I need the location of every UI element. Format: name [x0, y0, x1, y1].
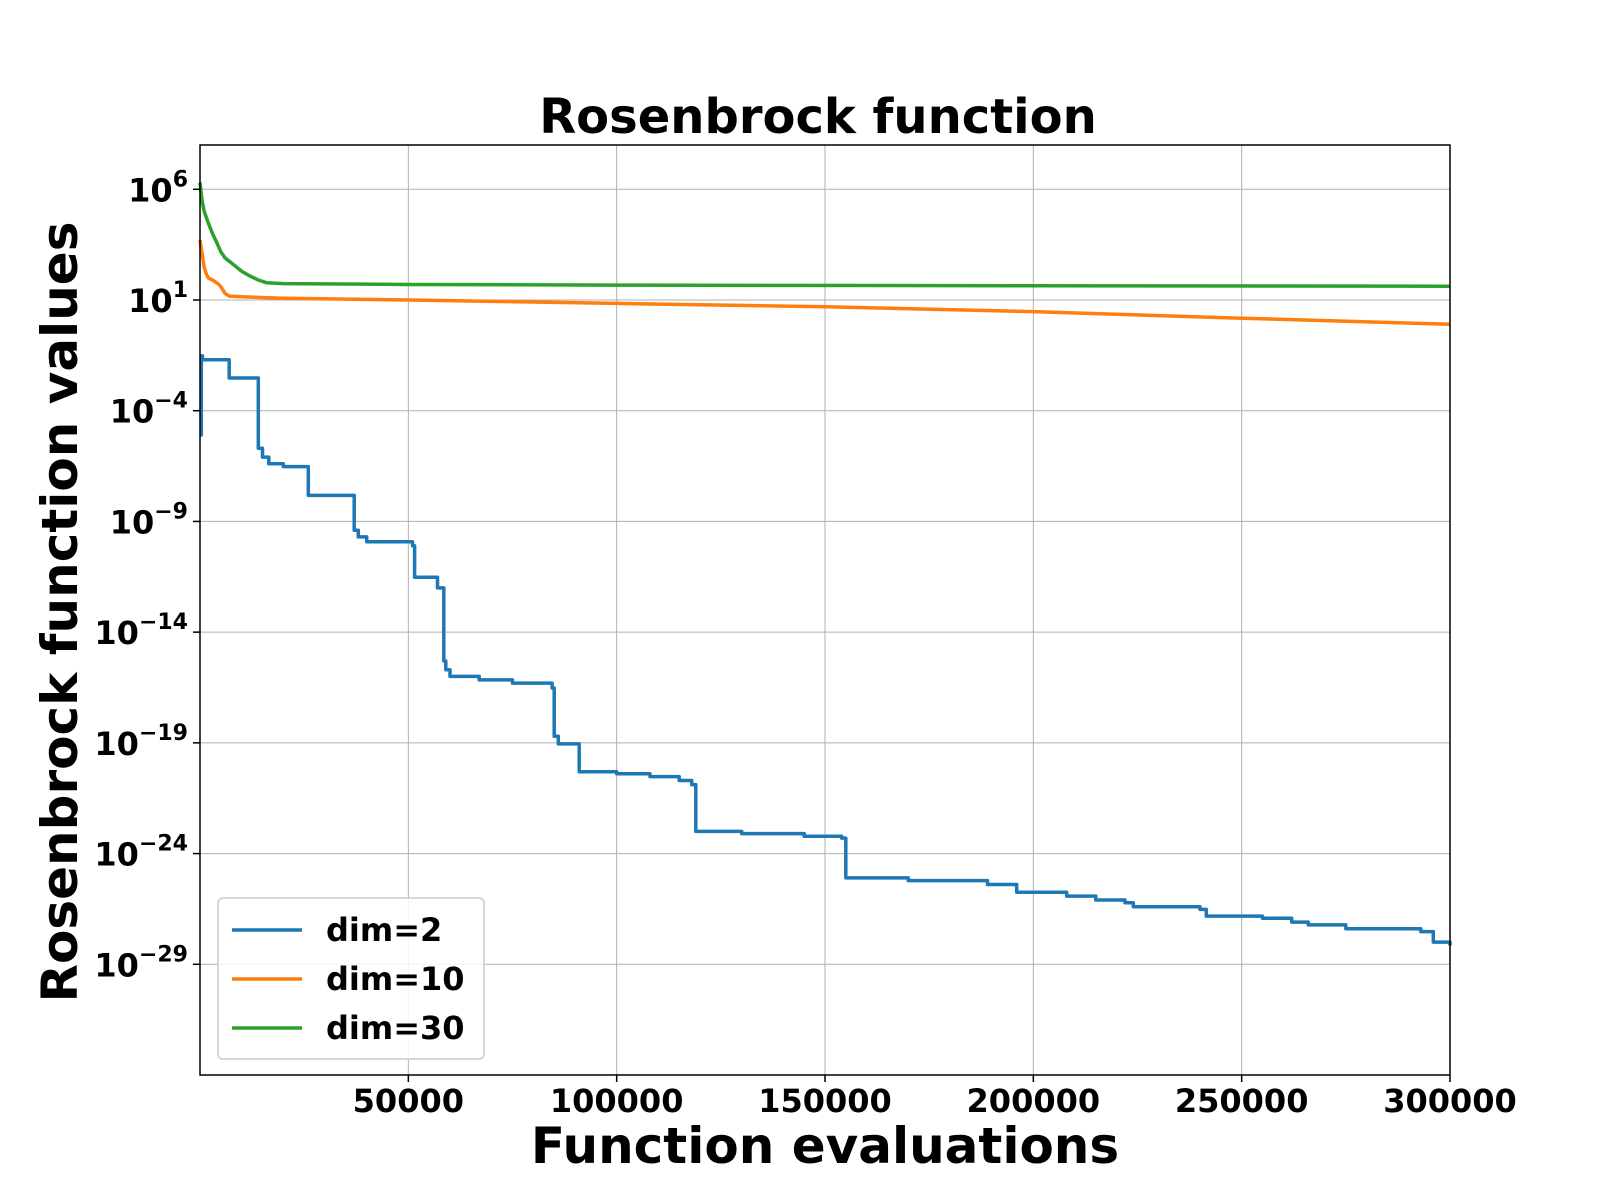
chart-title: Rosenbrock function [539, 89, 1097, 145]
x-tick-label: 150000 [758, 1082, 892, 1120]
legend-label: dim=30 [326, 1009, 465, 1047]
x-tick-label: 250000 [1175, 1082, 1309, 1120]
y-axis-ticks: 106 101 10−4 10−9 10−14 10−19 10−24 10−29 [94, 167, 200, 984]
x-axis-ticks: 50000 100000 150000 200000 250000 300000 [353, 1075, 1517, 1120]
y-tick-label: 106 [128, 167, 188, 209]
x-tick-label: 200000 [967, 1082, 1101, 1120]
legend-label: dim=10 [326, 960, 465, 998]
series-line-dim-10 [198, 239, 1451, 327]
legend: dim=2 dim=10 dim=30 [217, 897, 485, 1060]
legend-box [217, 897, 485, 1060]
x-axis-label: Function evaluations [531, 1117, 1119, 1175]
legend-items: dim=2 dim=10 dim=30 [232, 911, 465, 1047]
y-axis-label: Rosenbrock function values [31, 222, 89, 1003]
legend-label: dim=2 [326, 911, 442, 949]
y-tick-label: 10−19 [94, 721, 188, 763]
y-tick-label: 101 [128, 278, 188, 320]
series-line-dim-2 [199, 354, 1452, 946]
y-tick-label: 10−14 [94, 610, 188, 652]
y-tick-label: 10−24 [94, 832, 188, 874]
y-tick-label: 10−9 [110, 499, 188, 541]
series-line-dim-30 [198, 182, 1451, 288]
y-tick-label: 10−29 [94, 942, 188, 984]
series-lines [198, 182, 1452, 946]
y-tick-label: 10−4 [110, 389, 188, 431]
x-tick-label: 50000 [353, 1082, 464, 1120]
x-tick-label: 100000 [550, 1082, 684, 1120]
x-tick-label: 300000 [1383, 1082, 1517, 1120]
